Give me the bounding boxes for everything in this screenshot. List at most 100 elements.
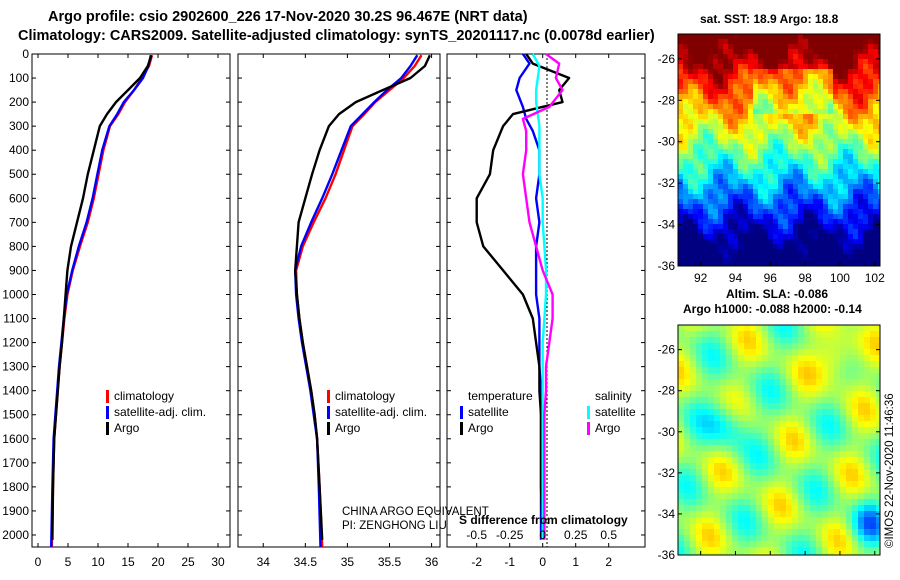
- heatmap-cell: [823, 234, 829, 240]
- heatmap-cell: [726, 463, 733, 470]
- heatmap-cell: [810, 439, 817, 446]
- heatmap-cell: [798, 94, 804, 100]
- heatmap-cell: [810, 475, 817, 482]
- heatmap-cell: [876, 379, 881, 386]
- y-tick-label: -36: [658, 548, 676, 562]
- heatmap-cell: [840, 373, 847, 380]
- heatmap-cell: [702, 385, 709, 392]
- heatmap-cell: [718, 59, 724, 65]
- heatmap-cell: [804, 439, 811, 446]
- heatmap-cell: [698, 129, 704, 135]
- heatmap-cell: [864, 433, 871, 440]
- heatmap-cell: [863, 234, 869, 240]
- heatmap-cell: [804, 451, 811, 458]
- heatmap-cell: [863, 44, 869, 50]
- heatmap-cell: [833, 189, 839, 195]
- heatmap-cell: [828, 391, 835, 398]
- heatmap-cell: [788, 134, 794, 140]
- heatmap-cell: [813, 54, 819, 60]
- depth-tick-label: 2000: [2, 528, 29, 542]
- difference-lines: [475, 53, 571, 540]
- heatmap-cell: [738, 541, 745, 548]
- heatmap-cell: [756, 361, 763, 368]
- heatmap-cell: [698, 209, 704, 215]
- heatmap-cell: [778, 149, 784, 155]
- heatmap-cell: [773, 204, 779, 210]
- heatmap-cell: [846, 325, 853, 332]
- heatmap-cell: [690, 451, 697, 458]
- heatmap-cell: [762, 481, 769, 488]
- heatmap-cell: [876, 373, 881, 380]
- heatmap-cell: [823, 104, 829, 110]
- heatmap-cell: [798, 214, 804, 220]
- heatmap-cell: [744, 373, 751, 380]
- heatmap-cell: [738, 337, 745, 344]
- heatmap-cell: [732, 403, 739, 410]
- heatmap-cell: [818, 49, 824, 55]
- heatmap-cell: [726, 529, 733, 536]
- heatmap-cell: [763, 224, 769, 230]
- heatmap-cell: [708, 89, 714, 95]
- heatmap-cell: [693, 69, 699, 75]
- heatmap-cell: [853, 179, 859, 185]
- heatmap-cell: [743, 109, 749, 115]
- depth-tick-label: 1200: [2, 336, 29, 350]
- heatmap-cell: [810, 517, 817, 524]
- heatmap-cell: [793, 199, 799, 205]
- heatmap-cell: [748, 149, 754, 155]
- heatmap-cell: [846, 331, 853, 338]
- heatmap-cell: [788, 169, 794, 175]
- heatmap-cell: [756, 463, 763, 470]
- heatmap-cell: [858, 139, 864, 145]
- heatmap-cell: [868, 239, 874, 245]
- heatmap-cell: [838, 59, 844, 65]
- heatmap-cell: [828, 164, 834, 170]
- heatmap-cell: [733, 194, 739, 200]
- heatmap-cell: [843, 64, 849, 70]
- heatmap-cell: [833, 44, 839, 50]
- heatmap-cell: [708, 99, 714, 105]
- heatmap-cell: [846, 349, 853, 356]
- heatmap-cell: [773, 99, 779, 105]
- heatmap-cell: [744, 487, 751, 494]
- heatmap-cell: [763, 229, 769, 235]
- heatmap-cell: [774, 493, 781, 500]
- heatmap-cell: [718, 69, 724, 75]
- heatmap-cell: [744, 403, 751, 410]
- heatmap-cell: [720, 487, 727, 494]
- heatmap-cell: [783, 39, 789, 45]
- heatmap-cell: [743, 144, 749, 150]
- heatmap-cell: [714, 421, 721, 428]
- heatmap-cell: [858, 49, 864, 55]
- heatmap-cell: [744, 505, 751, 512]
- heatmap-cell: [818, 169, 824, 175]
- heatmap-cell: [808, 199, 814, 205]
- heatmap-cell: [828, 224, 834, 230]
- heatmap-cell: [868, 49, 874, 55]
- heatmap-cell: [678, 124, 684, 130]
- heatmap-cell: [808, 254, 814, 260]
- heatmap-cell: [798, 179, 804, 185]
- heatmap-cell: [698, 254, 704, 260]
- heatmap-cell: [702, 475, 709, 482]
- heatmap-cell: [838, 229, 844, 235]
- heatmap-cell: [744, 481, 751, 488]
- heatmap-cell: [783, 214, 789, 220]
- depth-tick-label: 1400: [2, 384, 29, 398]
- heatmap-cell: [810, 349, 817, 356]
- heatmap-cell: [762, 337, 769, 344]
- heatmap-cell: [873, 124, 879, 130]
- heatmap-cell: [828, 129, 834, 135]
- heatmap-cell: [786, 355, 793, 362]
- salinity-legend: climatology satellite-adj. clim. Argo: [327, 389, 427, 435]
- heatmap-cell: [873, 244, 879, 250]
- heatmap-cell: [723, 184, 729, 190]
- heatmap-cell: [690, 439, 697, 446]
- heatmap-cell: [690, 373, 697, 380]
- heatmap-cell: [823, 209, 829, 215]
- heatmap-cell: [793, 214, 799, 220]
- heatmap-cell: [738, 379, 745, 386]
- heatmap-cell: [762, 397, 769, 404]
- heatmap-cell: [804, 457, 811, 464]
- heatmap-cell: [864, 469, 871, 476]
